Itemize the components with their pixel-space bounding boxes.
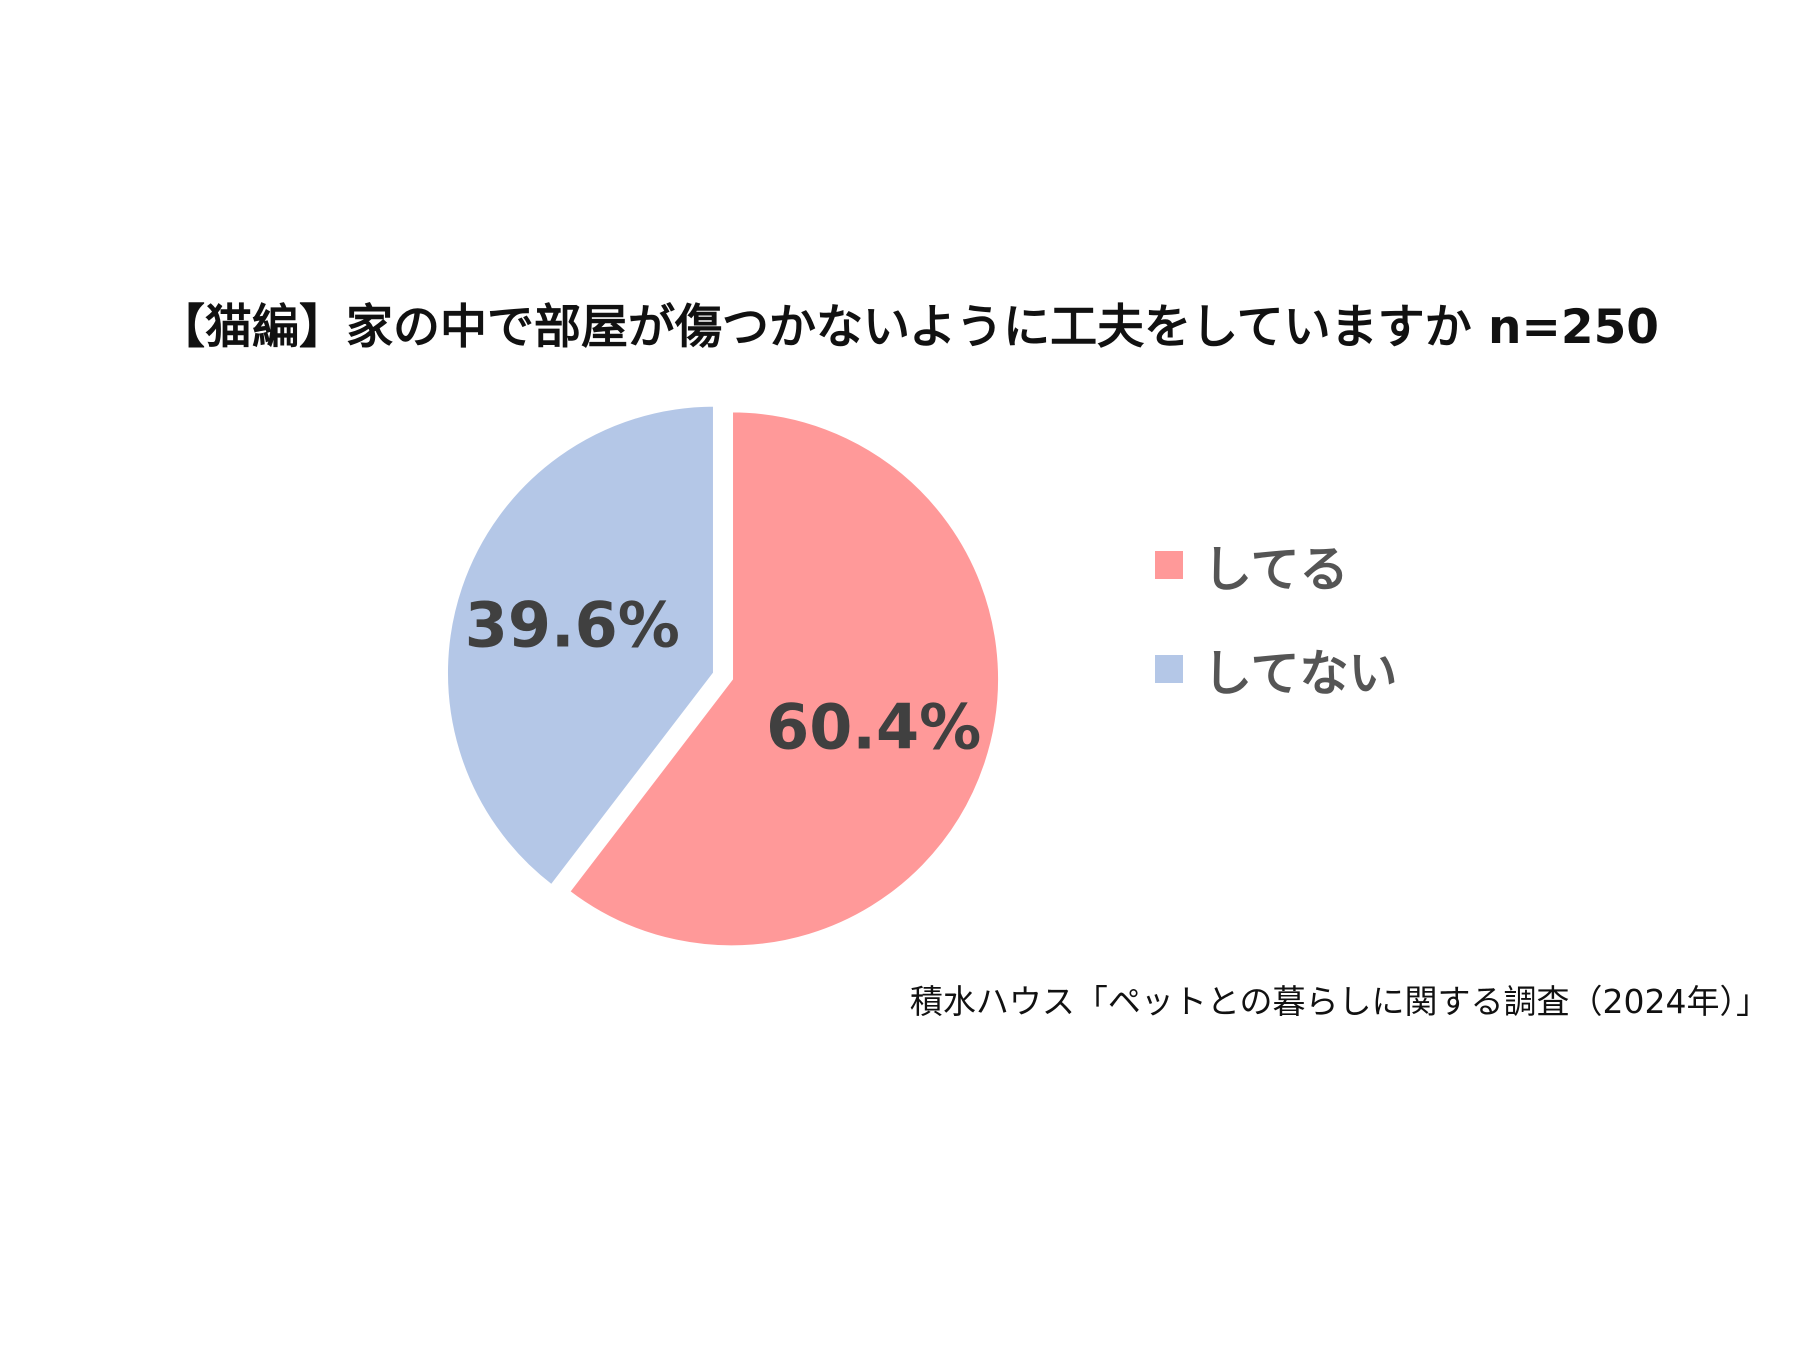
legend-label-shiteru: してる xyxy=(1203,540,1349,598)
pie-slice-0 xyxy=(566,409,1002,949)
legend-item-shiteru: してる xyxy=(1155,540,1398,598)
legend: してる してない xyxy=(1155,540,1398,748)
legend-swatch-shitenai xyxy=(1155,655,1183,683)
pie-slice-1 xyxy=(444,403,716,889)
chart-title: 【猫編】家の中で部屋が傷つかないように工夫をしていますか n=250 xyxy=(158,300,1659,355)
source-note: 積水ハウス「ペットとの暮らしに関する調査（2024年）」 xyxy=(909,982,1769,1021)
legend-label-shitenai: してない xyxy=(1203,644,1398,702)
legend-item-shitenai: してない xyxy=(1155,644,1398,702)
legend-swatch-shiteru xyxy=(1155,551,1183,579)
data-label-0: 60.4% xyxy=(766,691,981,764)
data-label-1: 39.6% xyxy=(465,588,680,661)
